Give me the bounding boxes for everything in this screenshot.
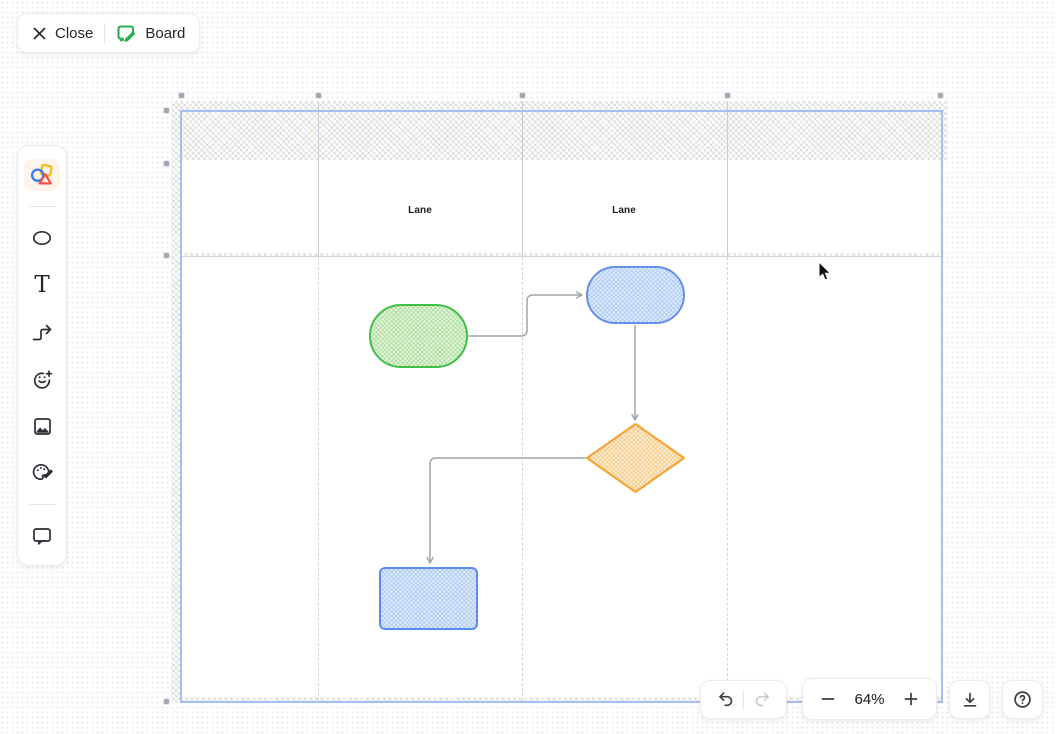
comment-icon bbox=[33, 528, 51, 545]
table-left-band bbox=[171, 101, 182, 703]
board-button[interactable]: Board bbox=[116, 24, 185, 43]
connector-icon bbox=[32, 324, 52, 341]
ellipse-icon bbox=[32, 230, 52, 246]
undo-redo-bar bbox=[700, 680, 787, 719]
left-toolbar: T bbox=[17, 145, 67, 566]
column-handle[interactable] bbox=[519, 92, 526, 99]
zoom-out-button[interactable] bbox=[809, 681, 847, 717]
ellipse-tool-button[interactable] bbox=[24, 222, 60, 254]
undo-redo-divider bbox=[743, 689, 744, 710]
column-divider-dashed bbox=[727, 257, 728, 701]
row-handle[interactable] bbox=[163, 107, 170, 114]
help-icon bbox=[1014, 691, 1031, 708]
board-label: Board bbox=[145, 24, 186, 42]
column-divider bbox=[522, 101, 523, 256]
undo-button[interactable] bbox=[705, 682, 743, 718]
table-bottom-band bbox=[182, 697, 941, 701]
zoom-level[interactable]: 64% bbox=[854, 690, 885, 708]
table-row-divider bbox=[181, 253, 943, 257]
tool-divider bbox=[29, 206, 55, 207]
lane-label[interactable]: Lane bbox=[408, 205, 432, 216]
close-button[interactable]: Close bbox=[32, 25, 93, 42]
board-icon bbox=[117, 24, 136, 42]
toolbar-divider bbox=[104, 23, 106, 43]
image-tool-button[interactable] bbox=[24, 410, 60, 442]
comment-tool-button[interactable] bbox=[24, 520, 60, 552]
text-tool-button[interactable]: T bbox=[24, 269, 60, 301]
row-handle[interactable] bbox=[163, 698, 170, 705]
close-icon bbox=[33, 27, 46, 39]
column-handle[interactable] bbox=[178, 92, 185, 99]
redo-button[interactable] bbox=[744, 682, 782, 718]
column-divider bbox=[727, 101, 728, 256]
close-label: Close bbox=[55, 24, 94, 42]
palette-tool-button[interactable] bbox=[24, 457, 60, 489]
image-icon bbox=[33, 417, 51, 435]
download-button[interactable] bbox=[949, 680, 990, 719]
column-handle[interactable] bbox=[315, 92, 322, 99]
column-divider-dashed bbox=[522, 257, 523, 701]
table-body bbox=[182, 160, 941, 697]
lane-label[interactable]: Lane bbox=[612, 205, 636, 216]
column-handle[interactable] bbox=[724, 92, 731, 99]
undo-icon bbox=[718, 691, 732, 706]
top-toolbar: Close Board bbox=[17, 13, 201, 53]
minus-icon bbox=[821, 698, 835, 700]
tool-divider bbox=[29, 504, 55, 505]
connector-tool-button[interactable] bbox=[24, 316, 60, 348]
table-header-band bbox=[171, 101, 947, 160]
shapes-tool-button[interactable] bbox=[24, 159, 60, 191]
zoom-in-button[interactable] bbox=[892, 681, 930, 717]
emoji-add-tool-button[interactable] bbox=[24, 363, 60, 395]
row-handle[interactable] bbox=[163, 252, 170, 259]
text-icon: T bbox=[34, 271, 50, 298]
zoom-bar: 64% bbox=[802, 678, 937, 720]
column-divider-dashed bbox=[318, 257, 319, 701]
palette-icon bbox=[32, 463, 53, 481]
column-divider bbox=[318, 101, 319, 256]
plus-icon bbox=[904, 692, 918, 706]
shapes-icon bbox=[30, 163, 53, 185]
download-icon bbox=[963, 692, 976, 707]
emoji-add-icon bbox=[33, 369, 52, 389]
help-button[interactable] bbox=[1002, 680, 1043, 719]
column-handle[interactable] bbox=[937, 92, 944, 99]
row-handle[interactable] bbox=[163, 160, 170, 167]
redo-icon bbox=[755, 691, 769, 706]
